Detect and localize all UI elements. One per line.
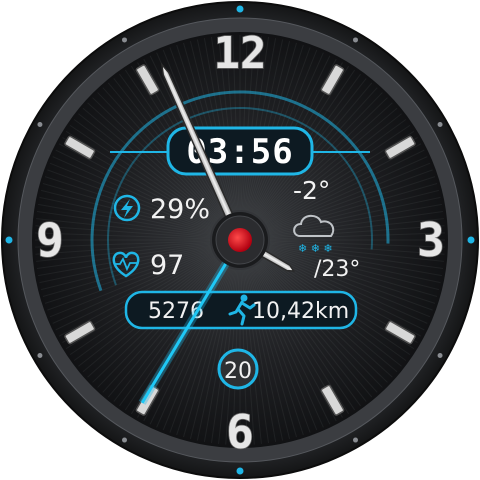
numeral-6: 6 xyxy=(226,405,254,459)
bezel-dot xyxy=(37,122,43,127)
numeral-9: 9 xyxy=(36,213,64,267)
hour-markers xyxy=(64,64,416,416)
bezel-dots xyxy=(5,5,475,475)
center-dot xyxy=(228,228,252,252)
hour-marker xyxy=(64,135,96,160)
secondary-temp-value: /23° xyxy=(314,257,360,282)
date-value: 20 xyxy=(224,359,252,384)
steps-value: 5276 xyxy=(148,299,204,324)
hour-marker xyxy=(384,135,416,160)
bezel-dot xyxy=(5,236,13,244)
heart-pulse-icon xyxy=(112,251,140,278)
numeral-12: 12 xyxy=(214,28,267,79)
heart-rate-complication[interactable]: 97 xyxy=(112,250,185,281)
hour-marker xyxy=(135,64,160,96)
running-person-icon xyxy=(228,294,256,326)
activity-complication[interactable]: 5276 10,42km xyxy=(124,290,358,330)
lightning-bolt-icon xyxy=(113,194,141,222)
battery-complication[interactable]: 29% xyxy=(113,194,210,225)
hour-marker xyxy=(320,384,345,416)
bezel-dot xyxy=(236,467,244,475)
svg-text:❄ ❄ ❄: ❄ ❄ ❄ xyxy=(298,242,333,255)
hour-marker xyxy=(320,64,345,96)
numeral-3: 3 xyxy=(417,213,445,267)
bezel-dot xyxy=(467,236,475,244)
hour-marker xyxy=(64,320,96,345)
bezel-dot xyxy=(437,353,443,358)
second-hand xyxy=(138,237,244,405)
snow-cloud-icon: ❄ ❄ ❄ xyxy=(293,214,335,255)
distance-value: 10,42km xyxy=(252,299,349,324)
bezel-dot xyxy=(122,37,127,43)
bezel-dot xyxy=(37,353,43,358)
bezel-dot xyxy=(353,37,358,43)
bezel-dot xyxy=(236,5,244,13)
hour-marker xyxy=(135,384,160,416)
temperature-value: -2° xyxy=(293,176,330,205)
bezel-dot xyxy=(122,437,127,443)
heart-rate-value: 97 xyxy=(150,250,184,281)
inner-cyan-ring-2 xyxy=(107,107,373,373)
date-complication[interactable]: 20 xyxy=(217,348,259,390)
battery-value: 29% xyxy=(150,194,210,225)
weather-complication[interactable]: -2° ❄ ❄ ❄ /23° xyxy=(293,176,360,282)
bezel-dot xyxy=(437,122,443,127)
hour-marker xyxy=(384,320,416,345)
inner-cyan-ring xyxy=(90,90,390,390)
bezel-dot xyxy=(353,437,358,443)
